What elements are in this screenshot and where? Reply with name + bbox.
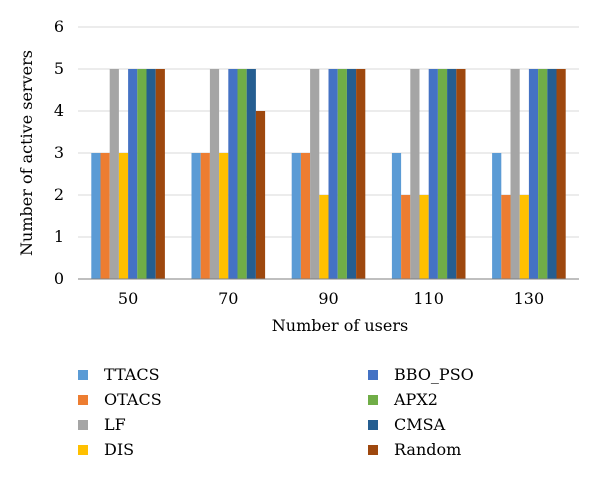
bar-apx2-70 xyxy=(237,69,247,279)
y-tick-label: 1 xyxy=(54,227,64,246)
legend-label: OTACS xyxy=(104,390,162,409)
bar-otacs-70 xyxy=(200,153,210,279)
legend-swatch-cmsa xyxy=(368,420,378,430)
bar-cmsa-90 xyxy=(346,69,357,279)
legend-swatch-apx2 xyxy=(368,395,378,405)
y-tick-label: 6 xyxy=(54,17,64,36)
bars xyxy=(91,69,566,279)
bar-bbo-pso-70 xyxy=(228,69,238,279)
bar-cmsa-70 xyxy=(246,69,256,279)
y-tick-labels: 0 1 2 3 4 5 6 xyxy=(54,17,64,288)
x-tick-label: 50 xyxy=(118,289,138,308)
bar-lf-90 xyxy=(310,69,320,279)
legend-swatch-random xyxy=(368,445,378,455)
legend-swatch-bbo-pso xyxy=(368,370,378,380)
bar-ttacs-90 xyxy=(291,153,301,279)
legend-label: CMSA xyxy=(394,415,446,434)
bar-lf-70 xyxy=(209,69,220,279)
bar-dis-70 xyxy=(219,153,229,279)
bar-dis-130 xyxy=(519,195,529,279)
bar-otacs-50 xyxy=(100,153,110,279)
bar-apx2-50 xyxy=(137,69,147,279)
legend-label: APX2 xyxy=(393,390,438,409)
x-tick-label: 130 xyxy=(514,289,545,308)
bar-cmsa-130 xyxy=(547,69,557,279)
y-tick-label: 4 xyxy=(54,101,64,120)
legend-label: LF xyxy=(104,415,126,434)
bar-apx2-90 xyxy=(337,69,347,279)
bar-otacs-90 xyxy=(300,153,311,279)
bar-apx2-130 xyxy=(538,69,548,279)
bar-apx2-110 xyxy=(437,69,448,279)
bar-random-110 xyxy=(456,69,466,279)
bar-lf-110 xyxy=(410,69,420,279)
x-tick-label: 90 xyxy=(318,289,338,308)
bar-otacs-130 xyxy=(501,195,511,279)
bar-random-90 xyxy=(356,69,366,279)
bar-ttacs-50 xyxy=(91,153,101,279)
bar-random-70 xyxy=(255,111,266,279)
legend-label: BBO_PSO xyxy=(394,365,474,384)
bar-random-130 xyxy=(556,69,566,279)
bar-otacs-110 xyxy=(401,195,411,279)
bar-random-50 xyxy=(155,69,165,279)
legend-swatch-ttacs xyxy=(78,370,88,380)
bar-dis-50 xyxy=(118,153,129,279)
bar-bbo-pso-90 xyxy=(328,69,338,279)
legend-swatch-dis xyxy=(78,445,88,455)
legend-label: Random xyxy=(394,440,461,459)
bar-bbo-pso-50 xyxy=(128,69,138,279)
bar-lf-130 xyxy=(510,69,520,279)
bar-dis-110 xyxy=(419,195,429,279)
y-tick-label: 0 xyxy=(54,269,64,288)
bar-cmsa-110 xyxy=(447,69,457,279)
bar-dis-90 xyxy=(319,195,329,279)
y-tick-label: 2 xyxy=(54,185,64,204)
x-tick-label: 70 xyxy=(218,289,238,308)
legend: TTACS OTACS LF DIS BBO_PSO APX2 CMSA Random xyxy=(78,365,474,459)
bar-ttacs-130 xyxy=(492,153,502,279)
bar-cmsa-50 xyxy=(146,69,156,279)
legend-label: DIS xyxy=(104,440,134,459)
y-axis-title: Number of active servers xyxy=(17,50,36,256)
legend-swatch-lf xyxy=(78,420,88,430)
x-axis-title: Number of users xyxy=(272,316,408,335)
bar-ttacs-70 xyxy=(191,153,201,279)
bar-lf-50 xyxy=(109,69,119,279)
legend-label: TTACS xyxy=(104,365,160,384)
y-tick-label: 3 xyxy=(54,143,64,162)
bar-ttacs-110 xyxy=(391,153,402,279)
y-tick-label: 5 xyxy=(54,59,64,78)
x-tick-labels: 50 70 90 110 130 xyxy=(118,289,544,308)
bar-bbo-pso-130 xyxy=(528,69,539,279)
bar-bbo-pso-110 xyxy=(428,69,438,279)
x-tick-label: 110 xyxy=(413,289,444,308)
legend-swatch-otacs xyxy=(78,395,88,405)
